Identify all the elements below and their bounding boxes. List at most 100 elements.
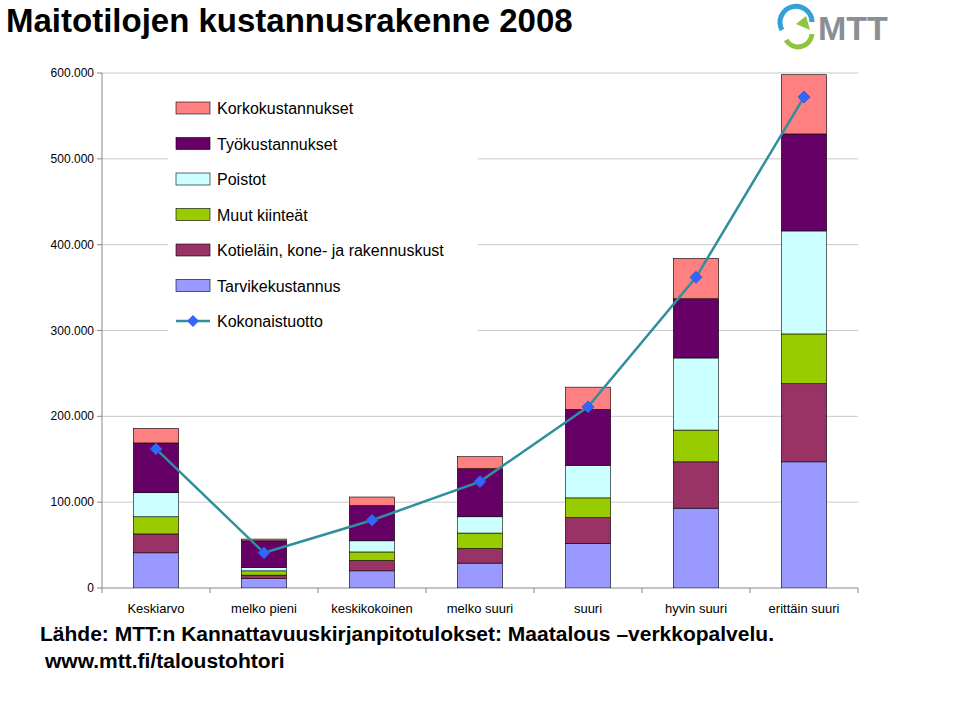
legend: Korkokustannukset Työkustannukset Poistot M… xyxy=(168,92,478,338)
bar-segment xyxy=(457,563,502,588)
bar-segment xyxy=(349,571,394,588)
chart: Maitotilojen kustannusrakenne 2008 MTT 0 10… xyxy=(0,0,960,701)
logo-text: MTT xyxy=(818,9,888,47)
legend-swatch xyxy=(176,102,210,114)
bar-segment xyxy=(241,567,286,570)
bar-segment xyxy=(241,579,286,588)
source: www.mtt.fi/taloustohtori xyxy=(44,649,285,672)
bar-segment xyxy=(565,543,610,588)
legend-label: Työkustannukset xyxy=(217,136,338,153)
bar-segment xyxy=(673,258,718,298)
y-axis xyxy=(102,73,103,588)
line-marker xyxy=(798,91,810,103)
bar-segment xyxy=(349,506,394,541)
y-tick xyxy=(97,244,102,245)
x-tick-label: keskikokoinen xyxy=(331,601,413,616)
bar-segment xyxy=(457,549,502,564)
bar-segment xyxy=(781,462,826,588)
y-tick-label: 200.000 xyxy=(51,409,95,423)
y-tick xyxy=(97,158,102,159)
legend-background xyxy=(168,92,478,338)
x-tick-label: Keskiarvo xyxy=(127,601,184,616)
bar-segment xyxy=(133,534,178,553)
y-tick-label: 500.000 xyxy=(51,152,95,166)
x-tick xyxy=(102,588,103,593)
logo: MTT xyxy=(780,6,888,47)
y-tick xyxy=(97,73,102,74)
x-tick-label: erittäin suuri xyxy=(769,601,840,616)
bar-segment xyxy=(457,517,502,533)
bar-segment xyxy=(133,428,178,443)
logo-swirl xyxy=(786,34,812,47)
legend-label: Kotieläin, kone- ja rakennuskust xyxy=(217,242,444,259)
bar-segment xyxy=(457,533,502,548)
bar-segment xyxy=(133,553,178,588)
bar-segment xyxy=(673,299,718,358)
bar-segment xyxy=(133,517,178,534)
legend-swatch xyxy=(176,173,210,185)
bar-segment xyxy=(565,465,610,498)
line-marker xyxy=(474,476,486,488)
bar-segment xyxy=(241,571,286,575)
y-tick xyxy=(97,502,102,503)
y-tick xyxy=(97,330,102,331)
legend-label: Kokonaistuotto xyxy=(217,313,323,330)
bar-segment xyxy=(781,334,826,384)
x-tick xyxy=(318,588,319,593)
grid-line xyxy=(102,73,858,74)
bar-segment xyxy=(781,231,826,334)
plot-marks xyxy=(133,75,826,588)
x-tick xyxy=(858,588,859,593)
bar-segment xyxy=(565,518,610,544)
legend-label: Tarvikekustannus xyxy=(217,278,341,295)
x-tick-label: melko suuri xyxy=(447,601,514,616)
y-tick-label: 400.000 xyxy=(51,238,95,252)
y-tick-label: 100.000 xyxy=(51,495,95,509)
bar-segment xyxy=(349,561,394,571)
legend-label: Korkokustannukset xyxy=(217,100,354,117)
legend-swatch xyxy=(176,280,210,292)
grid-line xyxy=(102,416,858,417)
bar-segment xyxy=(133,443,178,493)
bar-segment xyxy=(781,134,826,231)
bar-segment xyxy=(457,469,502,517)
x-tick-label: melko pieni xyxy=(231,601,297,616)
logo-leaf xyxy=(796,16,810,30)
line-marker xyxy=(150,443,162,455)
y-tick xyxy=(97,416,102,417)
bar-segment xyxy=(781,384,826,462)
y-tick-label: 0 xyxy=(87,581,94,595)
legend-label: Poistot xyxy=(217,171,266,188)
x-tick xyxy=(210,588,211,593)
x-tick xyxy=(642,588,643,593)
bar-segment xyxy=(241,575,286,578)
source: Lähde: MTT:n Kannattavuuskirjanpitotulok… xyxy=(40,622,774,645)
y-tick-label: 600.000 xyxy=(51,66,95,80)
x-tick-label: suuri xyxy=(574,601,602,616)
x-tick xyxy=(750,588,751,593)
y-tick xyxy=(97,588,102,589)
line-marker xyxy=(690,271,702,283)
bar-segment xyxy=(133,493,178,517)
line-marker xyxy=(366,514,378,526)
legend-label: Muut kiinteät xyxy=(217,207,308,224)
bar-segment xyxy=(241,539,286,541)
bar-segment xyxy=(457,457,502,469)
line-marker xyxy=(258,547,270,559)
line-marker xyxy=(582,401,594,413)
bar-segment xyxy=(673,462,718,508)
title: Maitotilojen kustannusrakenne 2008 xyxy=(6,2,573,39)
legend-swatch xyxy=(176,209,210,221)
legend-swatch xyxy=(187,315,199,327)
bar-segment xyxy=(349,552,394,561)
legend-swatch xyxy=(176,244,210,256)
grid xyxy=(102,73,858,502)
bar-segment xyxy=(241,541,286,568)
bar-segment xyxy=(565,498,610,518)
x-tick xyxy=(534,588,535,593)
bar-segment xyxy=(673,358,718,430)
bar-segment xyxy=(673,508,718,588)
bar-segment xyxy=(673,430,718,462)
x-tick xyxy=(426,588,427,593)
x-tick-label: hyvin suuri xyxy=(665,601,727,616)
